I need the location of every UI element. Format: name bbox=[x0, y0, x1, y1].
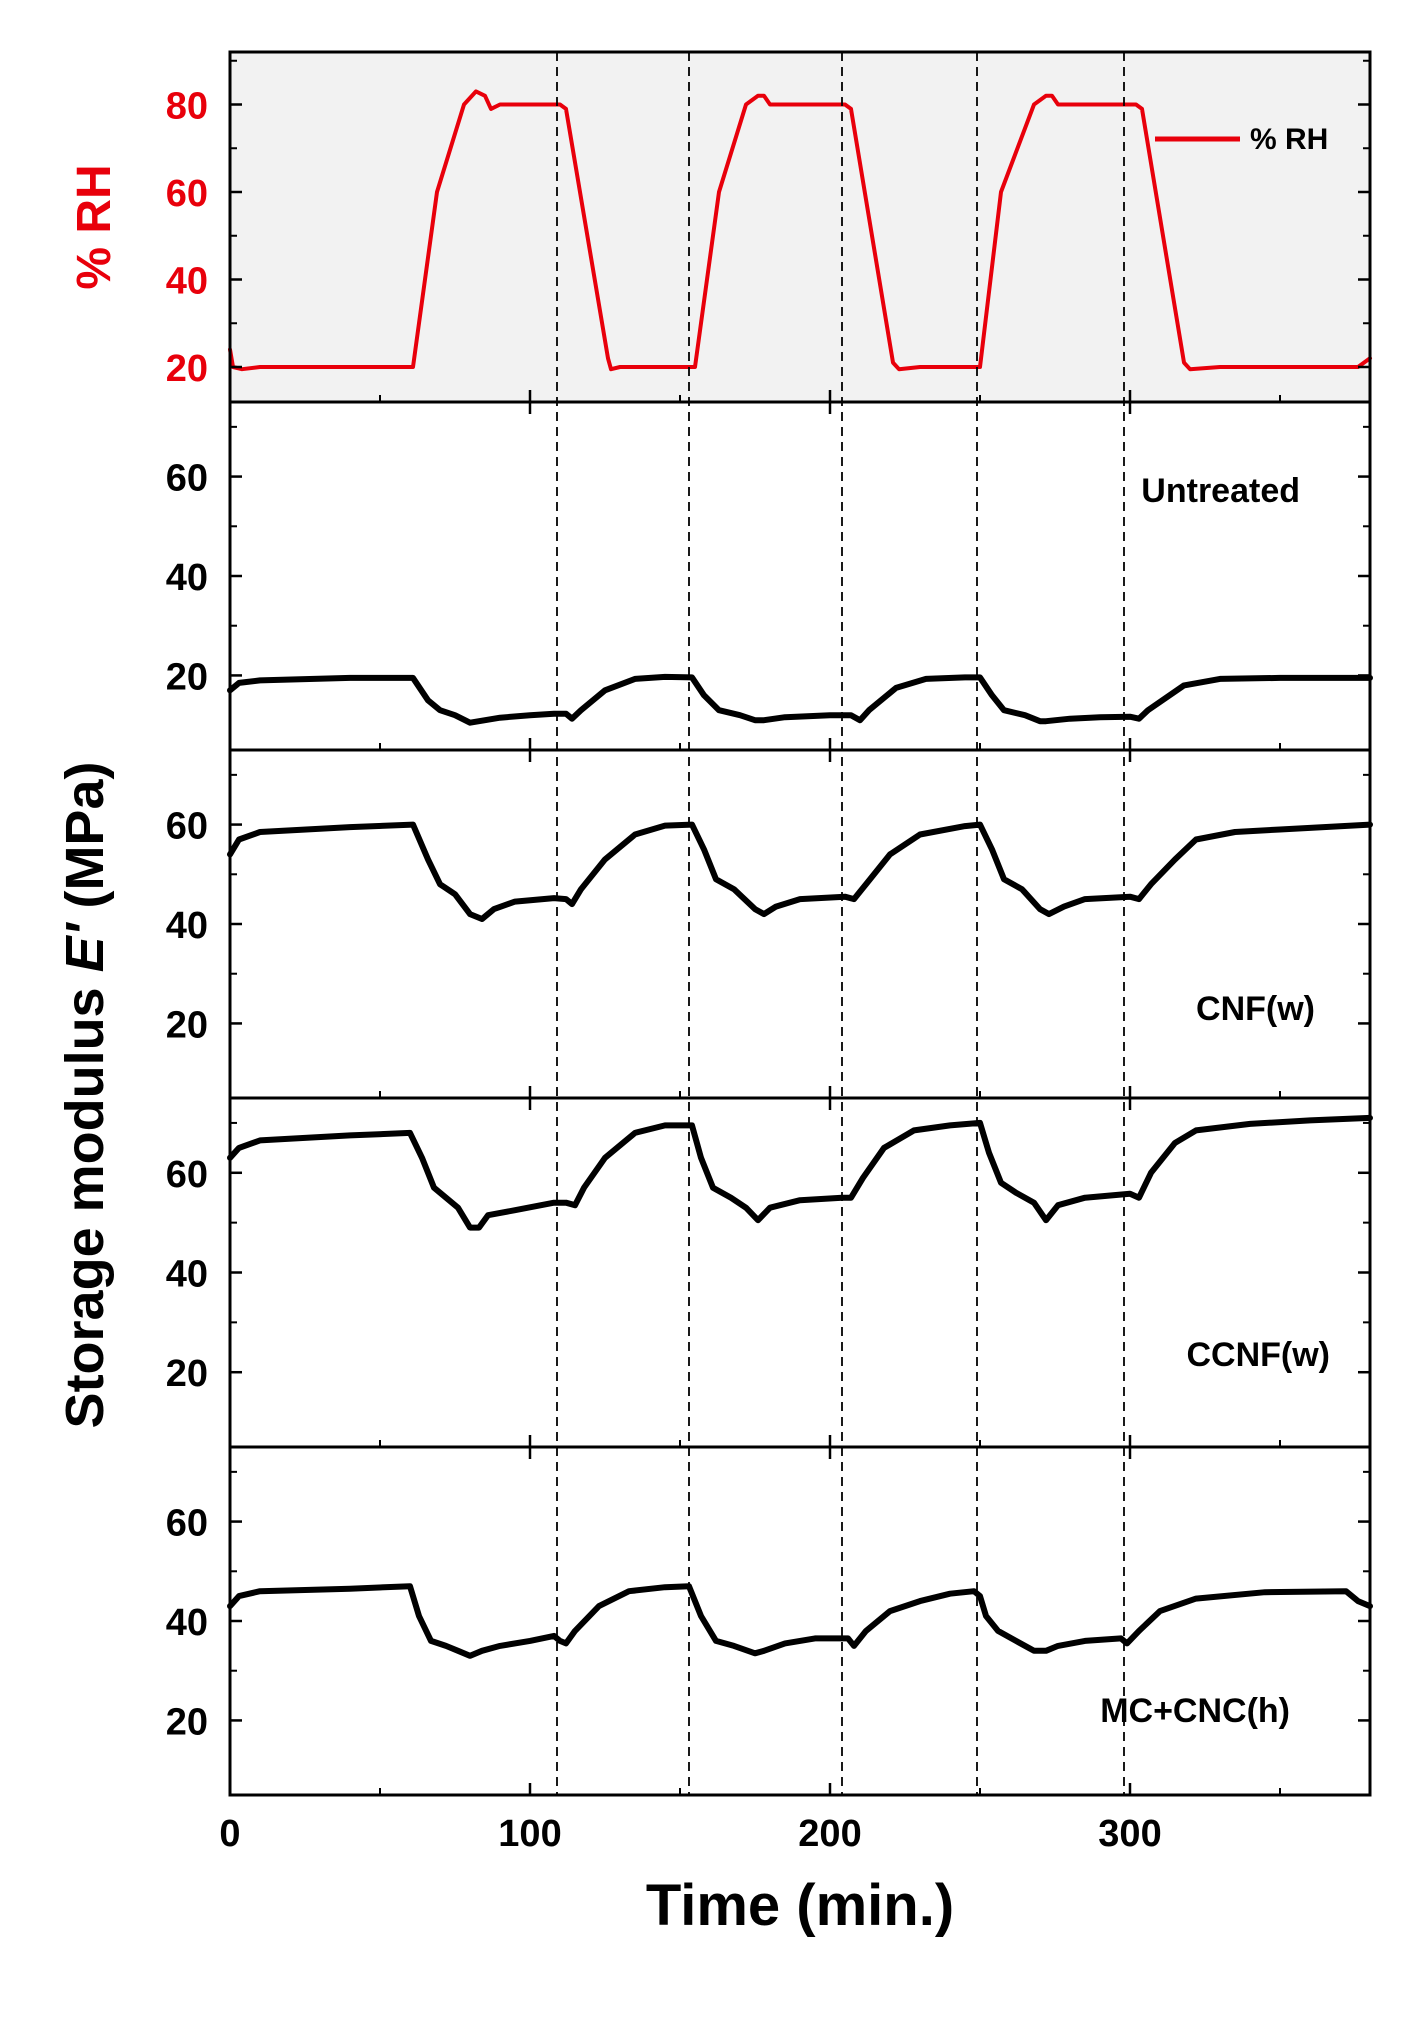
legend-label: % RH bbox=[1250, 123, 1328, 156]
ccnf-panel-frame bbox=[228, 1096, 1372, 1449]
y-tick-label: 20 bbox=[166, 348, 208, 390]
x-tick-label: 0 bbox=[219, 1813, 240, 1855]
cnf-panel-label: CNF(w) bbox=[1196, 990, 1315, 1028]
y-tick-label: 80 bbox=[166, 86, 208, 128]
untreated-panel-label: Untreated bbox=[1141, 472, 1300, 510]
rh-series-line bbox=[228, 89, 1372, 372]
untreated-series-line bbox=[227, 673, 1373, 726]
y-tick-label: 40 bbox=[166, 1602, 208, 1644]
mc-series-line bbox=[227, 1583, 1373, 1659]
y-tick-label: 20 bbox=[166, 1004, 208, 1046]
cnf-panel-frame bbox=[228, 748, 1372, 1100]
y-tick-label: 60 bbox=[166, 806, 208, 848]
cnf-series-line bbox=[227, 821, 1373, 922]
mc-panel-label: MC+CNC(h) bbox=[1100, 1692, 1290, 1730]
ccnf-series-line bbox=[227, 1114, 1373, 1231]
y-tick-label: 40 bbox=[166, 1254, 208, 1296]
guide-lines bbox=[556, 52, 1125, 1795]
x-tick-label: 200 bbox=[798, 1813, 861, 1855]
x-axis-title: Time (min.) bbox=[646, 1873, 954, 1938]
y-tick-label: 60 bbox=[166, 458, 208, 500]
y-axis-title: Storage modulus E' (MPa) bbox=[55, 762, 115, 1429]
y-tick-label: 60 bbox=[166, 173, 208, 215]
y-axis-title-suffix: (MPa) bbox=[55, 762, 115, 924]
y-axis-title-symbol: E' bbox=[55, 921, 115, 972]
y-axis-title-prefix: Storage modulus bbox=[55, 972, 115, 1428]
y-tick-label: 40 bbox=[166, 905, 208, 947]
rh-axis-title: % RH bbox=[68, 164, 121, 289]
y-tick-label: 40 bbox=[166, 261, 208, 303]
y-tick-label: 40 bbox=[166, 557, 208, 599]
y-tick-label: 60 bbox=[166, 1503, 208, 1545]
x-tick-label: 300 bbox=[1098, 1813, 1161, 1855]
y-tick-label: 20 bbox=[166, 656, 208, 698]
axis-labels: 20 40 60 80 % RH % RH 20 40 60 Untreated 20 40 60 CNF… bbox=[68, 86, 1330, 1856]
axes-frames bbox=[228, 50, 1372, 1797]
mc-panel-frame bbox=[228, 1445, 1372, 1797]
data-lines bbox=[227, 89, 1373, 1659]
x-tick-label: 100 bbox=[498, 1813, 561, 1855]
y-tick-label: 20 bbox=[166, 1353, 208, 1395]
y-tick-label: 60 bbox=[166, 1154, 208, 1196]
untreated-panel-frame bbox=[228, 400, 1372, 752]
ccnf-panel-label: CCNF(w) bbox=[1186, 1336, 1330, 1374]
y-tick-label: 20 bbox=[166, 1701, 208, 1743]
